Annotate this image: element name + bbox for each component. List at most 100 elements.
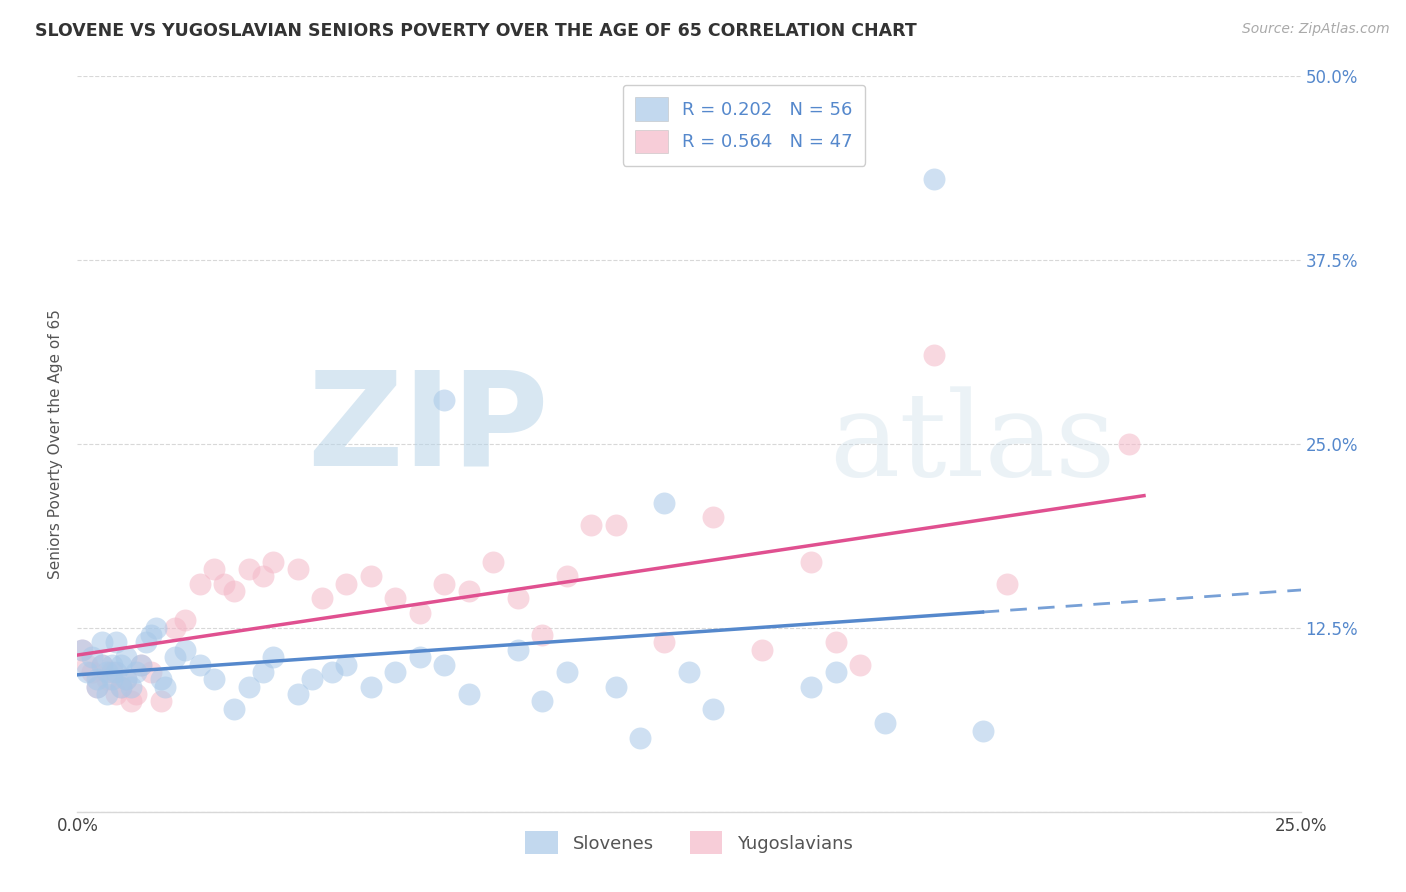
Point (800, 680, 823, 694)
Text: ZIP: ZIP (307, 366, 548, 492)
Point (80, 650, 103, 665)
Point (80, 665, 103, 679)
Point (105, 635, 128, 649)
Point (702, 701, 724, 715)
Point (824, 635, 846, 649)
Point (188, 576, 211, 591)
Point (922, 348, 945, 362)
Point (149, 673, 172, 687)
Point (972, 723, 994, 738)
Point (262, 554, 284, 569)
Point (252, 569, 274, 583)
Point (115, 673, 138, 687)
Point (155, 680, 177, 694)
Point (384, 591, 406, 606)
Point (86, 673, 108, 687)
Text: SLOVENE VS YUGOSLAVIAN SENIORS POVERTY OVER THE AGE OF 65 CORRELATION CHART: SLOVENE VS YUGOSLAVIAN SENIORS POVERTY O… (35, 22, 917, 40)
Point (252, 665, 274, 679)
Point (506, 591, 529, 606)
Point (531, 694, 554, 708)
Point (605, 680, 627, 694)
Point (873, 716, 896, 731)
Point (800, 554, 823, 569)
Point (433, 576, 456, 591)
Y-axis label: Seniors Poverty Over the Age of 65: Seniors Poverty Over the Age of 65 (48, 309, 63, 579)
Point (110, 657, 132, 672)
Point (115, 650, 138, 665)
Point (76, 657, 98, 672)
Point (125, 665, 148, 679)
Point (409, 650, 432, 665)
Text: atlas: atlas (830, 386, 1116, 501)
Point (174, 614, 197, 628)
Point (678, 665, 700, 679)
Point (433, 657, 456, 672)
Point (120, 680, 142, 694)
Point (433, 392, 456, 407)
Point (165, 621, 187, 635)
Point (824, 665, 846, 679)
Point (90, 657, 112, 672)
Point (555, 569, 578, 583)
Point (579, 517, 602, 532)
Point (409, 606, 432, 620)
Point (384, 665, 406, 679)
Point (287, 562, 309, 576)
Point (125, 687, 148, 701)
Point (129, 657, 152, 672)
Point (96, 687, 118, 701)
Point (149, 694, 172, 708)
Text: Source: ZipAtlas.com: Source: ZipAtlas.com (1241, 22, 1389, 37)
Point (262, 650, 284, 665)
Point (145, 621, 167, 635)
Point (222, 584, 245, 599)
Point (849, 657, 872, 672)
Point (139, 628, 162, 642)
Point (90, 635, 112, 649)
Point (335, 657, 357, 672)
Point (238, 562, 260, 576)
Point (922, 171, 945, 186)
Point (96, 665, 118, 679)
Point (100, 665, 122, 679)
Legend: Slovenes, Yugoslavians: Slovenes, Yugoslavians (519, 824, 859, 862)
Point (360, 569, 382, 583)
Point (90, 657, 112, 672)
Point (76, 665, 98, 679)
Point (115, 673, 138, 687)
Point (238, 680, 260, 694)
Point (174, 642, 197, 657)
Point (188, 657, 211, 672)
Point (139, 665, 162, 679)
Point (457, 584, 479, 599)
Point (212, 576, 235, 591)
Point (321, 665, 343, 679)
Point (1118, 436, 1140, 450)
Point (86, 680, 108, 694)
Point (129, 657, 152, 672)
Point (335, 576, 357, 591)
Point (287, 687, 309, 701)
Point (100, 673, 122, 687)
Point (120, 694, 142, 708)
Point (301, 673, 323, 687)
Point (995, 576, 1018, 591)
Point (100, 657, 122, 672)
Point (360, 680, 382, 694)
Point (506, 642, 529, 657)
Point (70, 642, 93, 657)
Point (105, 665, 128, 679)
Point (110, 680, 132, 694)
Point (628, 731, 651, 746)
Point (105, 687, 128, 701)
Point (482, 554, 505, 569)
Point (311, 591, 333, 606)
Point (135, 635, 157, 649)
Point (110, 680, 132, 694)
Point (531, 628, 554, 642)
Point (165, 650, 187, 665)
Point (555, 665, 578, 679)
Point (751, 642, 773, 657)
Point (202, 673, 225, 687)
Point (654, 496, 676, 510)
